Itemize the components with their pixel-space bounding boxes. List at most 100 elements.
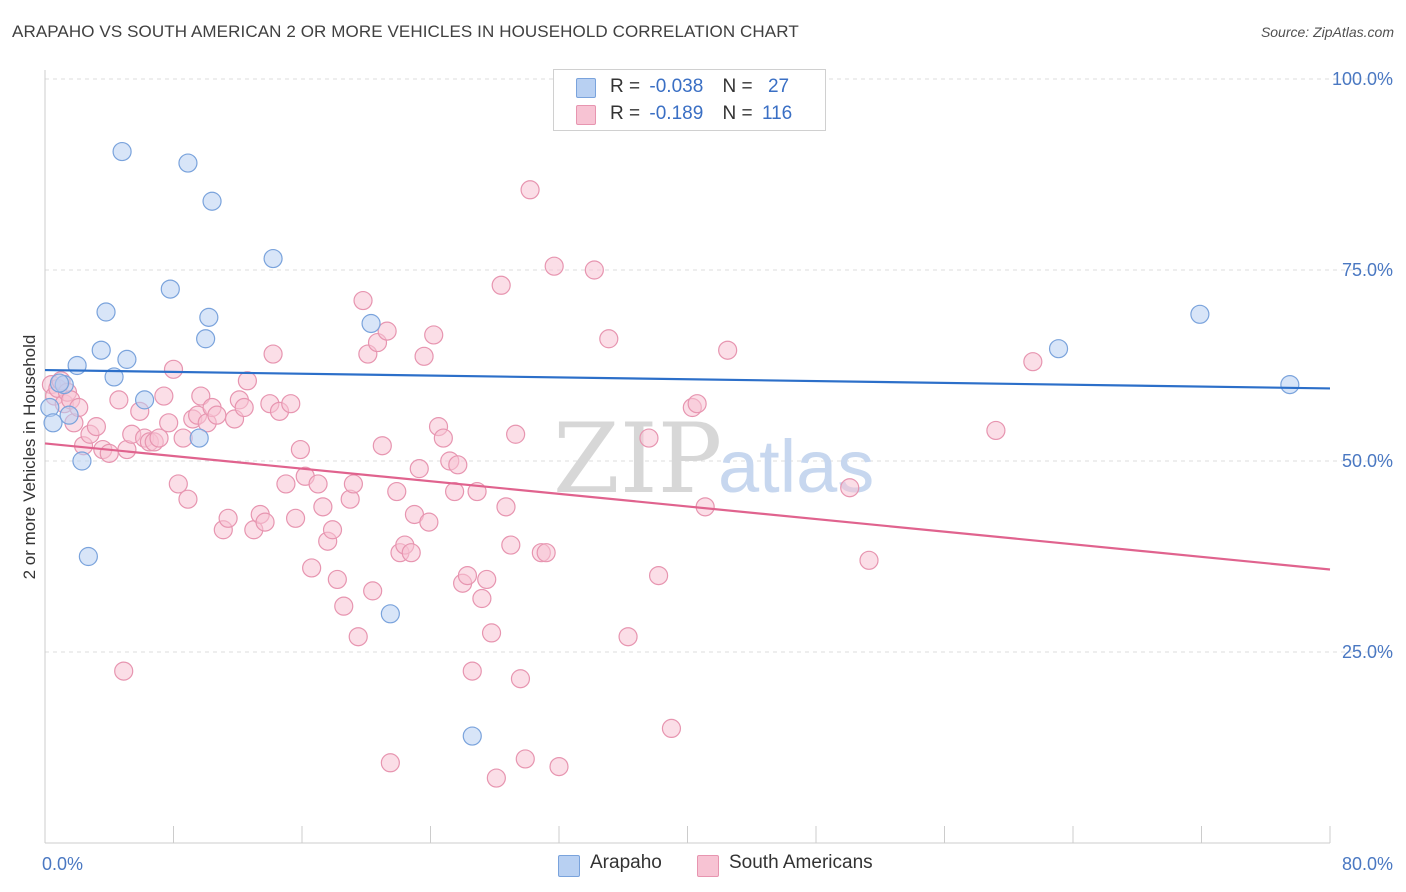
arapaho-point (380, 604, 400, 624)
south-point (308, 474, 328, 494)
south-point (363, 581, 383, 601)
south-point (154, 386, 174, 406)
south-point (544, 256, 564, 276)
legend-n-label: N = (722, 103, 753, 124)
arapaho-point (263, 248, 283, 269)
south-point (414, 346, 434, 366)
south-point (285, 508, 306, 528)
south-point (313, 497, 333, 517)
arapaho-point (189, 428, 209, 448)
south-point (237, 371, 257, 391)
south-point (481, 623, 502, 643)
south-point (263, 344, 283, 364)
x-tick-label: 0.0% (42, 854, 83, 874)
y-tick-label: 50.0% (1342, 451, 1393, 471)
south-point (327, 569, 347, 590)
arapaho-swatch (576, 78, 596, 98)
arapaho-point (196, 329, 216, 349)
south-point (281, 394, 301, 414)
south-point (506, 424, 526, 444)
south-point (536, 543, 556, 563)
arapaho-swatch (558, 855, 580, 877)
stats-legend: R = -0.038 N = 27 R = -0.189 N = 116 (553, 69, 826, 131)
south-point (496, 497, 516, 517)
arapaho-point (49, 373, 70, 393)
south-point (486, 768, 506, 788)
south-point (380, 753, 400, 773)
y-tick-labels: 25.0% 50.0% 75.0% 100.0% (1332, 69, 1393, 662)
south-point (457, 565, 478, 586)
south-point (510, 669, 531, 689)
arapaho-point (59, 405, 79, 425)
south-point (472, 588, 492, 609)
legend-r-value: -0.189 (649, 103, 704, 124)
y-tick-label: 100.0% (1332, 69, 1393, 89)
legend-r-label: R = (610, 76, 641, 97)
south-point (520, 180, 540, 200)
arapaho-point (67, 355, 87, 376)
arapaho-point (117, 349, 137, 369)
south-label: South Americans (729, 852, 873, 873)
south-point (322, 520, 343, 540)
trend-lines (44, 368, 1331, 571)
south-point (599, 329, 619, 349)
south-point (687, 394, 707, 414)
south-point (433, 428, 453, 448)
arapaho-point (1190, 304, 1210, 324)
axes (44, 70, 1331, 844)
source-label: Source: ZipAtlas.com (1260, 24, 1394, 40)
chart-title: ARAPAHO VS SOUTH AMERICAN 2 OR MORE VEHI… (12, 22, 799, 41)
arapaho-point (72, 451, 92, 471)
south-point (639, 428, 659, 448)
south-point (401, 543, 421, 563)
arapaho-trend-line (44, 368, 1331, 390)
south-point (255, 512, 275, 532)
south-point (353, 290, 373, 311)
south-point (149, 428, 169, 448)
south-point (163, 359, 184, 379)
south-point (549, 756, 569, 777)
south-point (178, 489, 198, 509)
south-point (302, 558, 322, 578)
arapaho-point (361, 313, 381, 334)
south-point (218, 508, 238, 528)
south-point (584, 260, 604, 280)
south-trend-line (44, 442, 1331, 571)
arapaho-point (178, 153, 198, 173)
arapaho-point (91, 340, 111, 360)
south-point (173, 428, 193, 448)
south-point (448, 455, 468, 475)
south-point (334, 596, 354, 616)
legend-r-label: R = (610, 103, 641, 124)
south-point (501, 535, 521, 555)
south-point (840, 478, 860, 498)
south-point (648, 565, 669, 586)
south-point (419, 512, 439, 532)
arapaho-points (40, 141, 1300, 746)
arapaho-point (134, 390, 155, 410)
legend-n-value: 116 (761, 103, 793, 124)
x-tick-labels: 0.0% 80.0% (42, 854, 1393, 874)
arapaho-point (1048, 339, 1069, 359)
south-point (348, 627, 368, 647)
south-point (109, 390, 129, 410)
south-point (114, 661, 134, 681)
south-point (424, 325, 444, 345)
south-point (477, 569, 497, 590)
south-point (86, 417, 107, 437)
south-point (234, 397, 254, 418)
south-point (462, 661, 482, 681)
y-axis-label: 2 or more Vehicles in Household (20, 335, 39, 580)
south-point (372, 436, 392, 456)
south-point (207, 405, 227, 425)
arapaho-point (462, 726, 482, 746)
south-point (343, 474, 363, 494)
legend-r-value: -0.038 (649, 76, 704, 97)
south-swatch (697, 855, 719, 877)
south-point (409, 459, 429, 479)
south-point (191, 386, 211, 406)
south-point (986, 420, 1006, 441)
south-point (99, 443, 119, 463)
south-point (168, 474, 188, 494)
south-point (159, 413, 179, 433)
